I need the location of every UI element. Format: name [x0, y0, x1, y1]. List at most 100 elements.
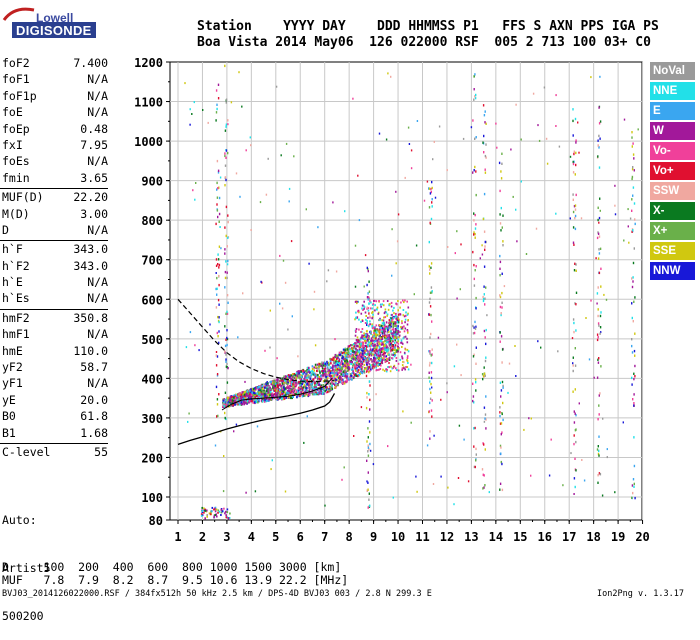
echo-point [240, 401, 243, 404]
echo-point [397, 313, 400, 316]
echo-point [373, 344, 376, 347]
echo-point [229, 396, 232, 399]
echo-point [232, 403, 235, 406]
echo-point [223, 507, 225, 510]
echo-point [227, 366, 229, 370]
echo-point [389, 340, 392, 343]
echo-point [228, 401, 231, 404]
echo-point [213, 508, 215, 511]
echo-point [341, 357, 343, 360]
echo-point [225, 98, 228, 101]
echo-point [463, 438, 465, 441]
echo-point [475, 362, 477, 365]
echo-point [598, 248, 600, 251]
echo-point [345, 371, 347, 374]
echo-point [275, 398, 277, 401]
echo-point [336, 374, 338, 377]
echo-point [245, 491, 247, 494]
echo-point [475, 307, 477, 310]
echo-point [573, 150, 575, 153]
echo-point [368, 354, 371, 357]
echo-point [216, 188, 218, 191]
echo-point [351, 372, 354, 375]
echo-point [483, 372, 486, 375]
echo-point [310, 382, 313, 385]
echo-point [499, 295, 502, 299]
echo-point [358, 339, 360, 342]
echo-point [338, 359, 340, 362]
echo-point [390, 318, 392, 321]
echo-point [275, 387, 277, 390]
legend-item-sse: SSE [650, 242, 695, 260]
echo-point [406, 341, 409, 344]
echo-point [446, 382, 448, 385]
echo-point [575, 329, 577, 332]
echo-point [327, 269, 330, 272]
echo-point [347, 350, 349, 353]
param-name: foF1p [2, 88, 37, 103]
echo-point [388, 334, 390, 337]
echo-point [555, 94, 557, 97]
echo-point [325, 381, 328, 385]
echo-point [353, 372, 355, 375]
param-value: 20.0 [80, 392, 108, 407]
echo-point [474, 73, 476, 76]
param-value: N/A [87, 327, 108, 342]
echo-point [317, 391, 319, 394]
echo-point [226, 508, 229, 511]
legend-item-ssw: SSW [650, 182, 695, 200]
echo-point [599, 247, 602, 250]
echo-point [244, 390, 247, 393]
echo-point [597, 445, 599, 448]
echo-point [363, 356, 366, 359]
echo-point [297, 387, 300, 390]
echo-point [373, 326, 375, 329]
echo-point [520, 180, 522, 183]
echo-point [368, 380, 371, 383]
echo-point [375, 393, 377, 396]
echo-point [472, 119, 474, 122]
echo-point [265, 400, 267, 403]
echo-point [328, 389, 331, 392]
echo-point [354, 348, 357, 351]
echo-point [503, 285, 506, 288]
echo-point [475, 459, 477, 462]
echo-point [215, 258, 218, 261]
echo-point [410, 149, 413, 152]
echo-point [597, 257, 600, 260]
echo-point [396, 326, 398, 329]
echo-point [318, 383, 321, 386]
echo-point [344, 375, 346, 378]
echo-point [372, 347, 375, 350]
echo-point [596, 376, 599, 379]
echo-point [380, 324, 383, 327]
echo-point [430, 371, 433, 374]
echo-point [268, 387, 270, 390]
echo-point [274, 395, 277, 398]
echo-point [473, 263, 475, 267]
echo-point [515, 208, 517, 211]
echo-point [597, 286, 599, 289]
echo-point [387, 353, 389, 356]
echo-point [397, 338, 399, 341]
echo-point [391, 344, 394, 347]
echo-point [373, 330, 375, 333]
echo-point [333, 357, 335, 360]
echo-point [501, 162, 503, 165]
echo-point [338, 351, 341, 354]
echo-point [215, 272, 217, 274]
echo-point [343, 358, 346, 361]
param-row: foF1 N/A [0, 72, 108, 88]
echo-point [299, 384, 301, 387]
echo-point [352, 364, 354, 367]
echo-point [333, 375, 335, 378]
echo-point [363, 285, 365, 288]
echo-point [354, 343, 357, 346]
echo-point [388, 326, 390, 329]
param-row: C-level 55 [0, 445, 108, 461]
echo-point [221, 510, 224, 513]
echo-point [632, 320, 634, 323]
echo-point [623, 118, 626, 121]
echo-point [328, 385, 331, 388]
echo-point [201, 514, 204, 517]
